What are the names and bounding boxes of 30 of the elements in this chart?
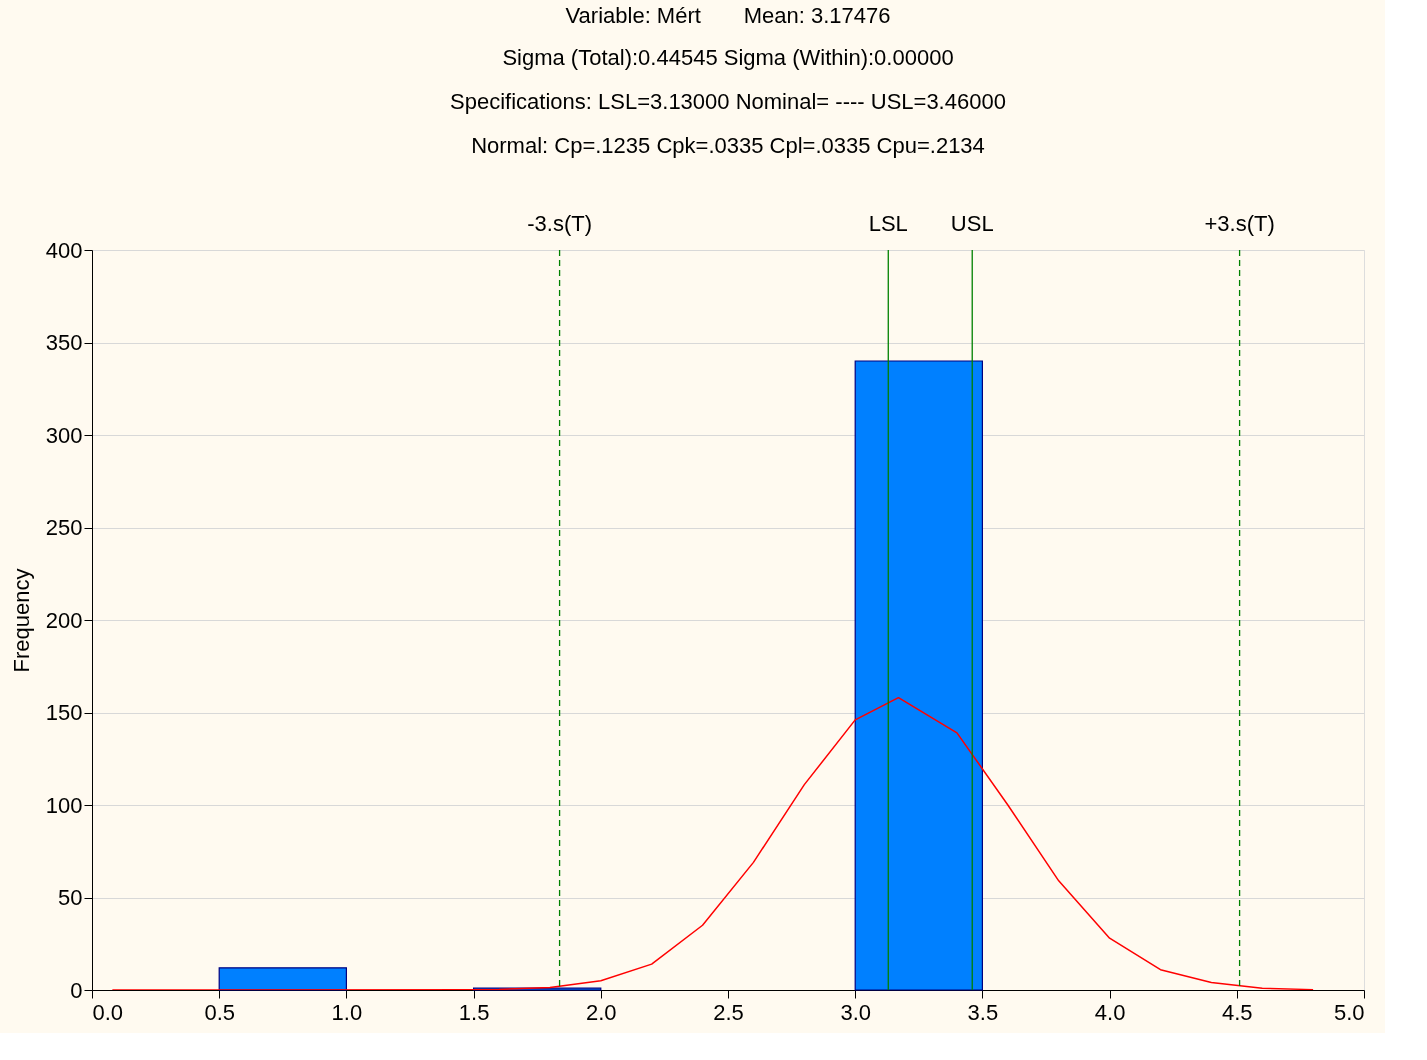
y-tick-label: 300 [45,422,83,448]
ref-line-label: -3.s(T) [527,211,592,236]
x-tick-label: 3.5 [967,999,999,1025]
ref-line-label: LSL [868,211,908,236]
line-series [111,696,1314,990]
x-tick-label: 2.0 [586,999,617,1025]
y-tick-label: 250 [45,515,83,540]
y-tick-label: 200 [45,607,83,633]
text: Specifications: LSL=3.13000 Nominal= ---- USL=3.46000 [450,89,1006,114]
chart-title: Variable: Mért Mean: 3.17476 [565,3,891,28]
x-tick-label: 2.5 [713,999,744,1025]
x-tick-label: 4.0 [1094,999,1126,1025]
x-tick-label: 0.0 [92,999,124,1025]
ref-line-label: USL [950,211,994,236]
y-tick-label: 0 [70,977,83,1003]
y-tick-label: 150 [45,700,83,725]
x-tick-label: 3.0 [840,999,871,1025]
x-tick-label: 4.5 [1222,999,1253,1025]
y-tick-label: 400 [45,237,83,263]
y-tick-label: 50 [58,885,83,910]
text: Normal: Cp=.1235 Cpk=.0335 Cpl=.0335 Cpu=.2134 [471,133,985,158]
text: Sigma (Total):0.44545 Sigma (Within):0.00000 [502,45,954,70]
x-tick-label: 1.0 [331,999,363,1025]
x-tick-label: 1.5 [458,999,490,1025]
x-tick-label: 0.5 [204,999,235,1025]
y-axis-title: Frequency [8,568,34,673]
ref-line-label: +3.s(T) [1204,211,1275,236]
y-tick-label: 350 [45,330,83,355]
y-tick-label: 100 [45,792,83,818]
x-tick-label: 5.0 [1333,999,1365,1025]
